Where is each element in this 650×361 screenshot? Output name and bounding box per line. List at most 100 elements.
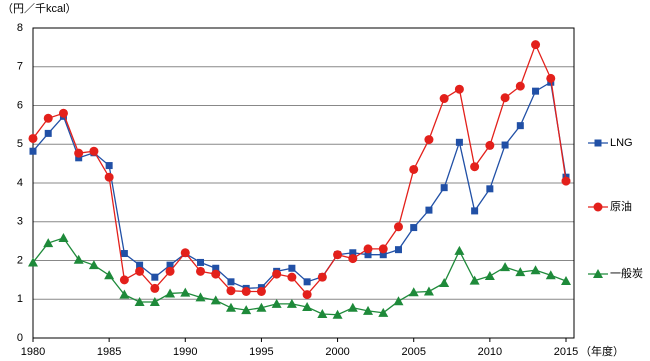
x-tick-label: 1995 (249, 346, 273, 358)
data-point (393, 296, 404, 306)
data-point (455, 138, 463, 146)
data-point (29, 147, 37, 155)
data-point (486, 185, 494, 193)
y-axis-label: （円／千kcal） (2, 2, 77, 15)
data-point (180, 248, 190, 258)
data-point (440, 184, 448, 192)
data-point (378, 307, 389, 317)
y-tick-label: 1 (17, 293, 23, 305)
y-tick-label: 0 (17, 332, 23, 344)
legend-label: 原油 (610, 199, 632, 213)
data-point (501, 141, 509, 149)
data-point (347, 302, 358, 312)
data-point (425, 206, 433, 214)
data-point (212, 264, 220, 272)
data-point (286, 298, 297, 308)
data-point (317, 272, 327, 282)
data-point (119, 275, 129, 285)
y-tick-label: 7 (17, 61, 23, 73)
data-point (410, 224, 418, 232)
data-point (408, 287, 419, 297)
series-line (32, 237, 567, 316)
data-point (561, 276, 571, 286)
x-tick-label: 2015 (554, 346, 578, 358)
x-tick-label: 1990 (173, 346, 197, 358)
y-tick-label: 3 (17, 216, 23, 228)
data-point (271, 298, 282, 308)
data-point (195, 292, 206, 302)
data-point (58, 108, 68, 118)
data-point (500, 262, 511, 272)
legend-marker (593, 202, 603, 212)
data-point (256, 302, 267, 312)
data-point (241, 305, 252, 315)
data-point (423, 286, 434, 296)
plot-frame (32, 27, 575, 339)
data-point (73, 254, 84, 264)
legend-marker (593, 269, 603, 278)
data-point (349, 249, 357, 257)
data-point (149, 296, 160, 306)
data-point (393, 222, 403, 232)
y-tick-label: 6 (17, 99, 23, 111)
data-point (302, 302, 313, 311)
data-point (317, 308, 328, 318)
data-point (302, 290, 312, 300)
data-point (197, 258, 205, 266)
y-tick-label: 4 (17, 177, 23, 189)
data-point (211, 269, 221, 279)
data-point (196, 266, 206, 276)
data-point (515, 267, 526, 277)
data-point (226, 286, 236, 296)
data-point (75, 154, 83, 162)
data-point (439, 277, 450, 287)
data-point (303, 278, 311, 286)
y-tick-label: 8 (17, 22, 23, 34)
data-point (43, 238, 54, 248)
data-point (364, 251, 372, 259)
data-point (363, 244, 373, 254)
x-tick-label: 2000 (325, 346, 349, 358)
series-line (32, 42, 567, 296)
data-point (471, 207, 479, 215)
data-point (105, 162, 113, 170)
data-point (104, 172, 114, 182)
data-point (134, 296, 145, 306)
legend-label: LNG (610, 137, 633, 149)
data-point (135, 266, 145, 276)
series-line (32, 81, 567, 290)
data-point (119, 289, 130, 299)
data-point (561, 176, 571, 186)
data-point (44, 129, 52, 137)
data-point (470, 162, 480, 172)
data-point (89, 146, 99, 156)
data-point (363, 305, 374, 315)
data-point (424, 135, 434, 145)
data-point (379, 251, 387, 259)
data-point (150, 283, 160, 293)
data-point (28, 133, 38, 143)
data-point (378, 244, 388, 254)
data-point (332, 309, 343, 319)
data-point (43, 113, 53, 123)
data-point (288, 264, 296, 272)
data-point (532, 87, 540, 95)
x-tick-label: 2010 (478, 346, 502, 358)
data-point (166, 261, 174, 269)
data-point (210, 295, 221, 305)
data-point (28, 257, 38, 267)
data-point (333, 250, 343, 260)
data-point (151, 273, 159, 281)
data-point (409, 164, 419, 174)
data-point (531, 40, 541, 50)
x-tick-label: 2005 (401, 346, 425, 358)
data-point (545, 270, 556, 280)
data-point (104, 270, 115, 280)
data-point (88, 260, 99, 270)
data-point (287, 272, 297, 282)
data-point (120, 250, 128, 258)
data-point (136, 261, 144, 269)
data-point (394, 246, 402, 254)
data-point (515, 81, 525, 91)
